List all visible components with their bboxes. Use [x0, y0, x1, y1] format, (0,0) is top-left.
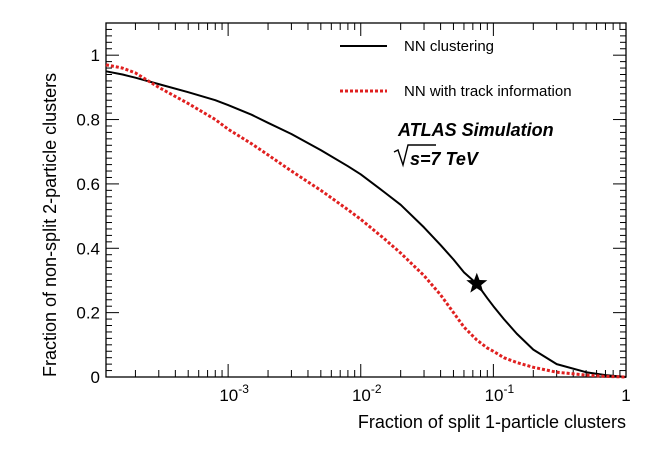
atlas-label: ATLAS Simulation: [397, 120, 554, 140]
y-tick-label: 0.6: [76, 175, 100, 194]
x-tick-label: 1: [621, 386, 630, 405]
energy-label: s=7 TeV: [393, 144, 480, 169]
y-tick-label: 0.2: [76, 304, 100, 323]
series-line-nn-track-info: [105, 63, 627, 379]
working-point-star-marker: [466, 272, 488, 293]
legend-label-nn-track: NN with track information: [404, 83, 572, 100]
y-tick-label: 0: [91, 368, 100, 387]
x-tick-label: 10-2: [352, 382, 382, 405]
sqrt-symbol: [393, 144, 436, 168]
y-tick-label: 0.8: [76, 111, 100, 130]
series-layer: [105, 63, 627, 379]
x-tick-label: 10-3: [219, 382, 249, 405]
y-tick-label: 0.4: [76, 239, 100, 258]
y-tick-label: 1: [91, 46, 100, 65]
series-line-nn-clustering: [105, 70, 627, 378]
plot-frame: [105, 22, 627, 378]
legend-label-nn-clustering: NN clustering: [404, 38, 494, 55]
marker-layer: [466, 272, 488, 293]
energy-text: s=7 TeV: [410, 149, 480, 169]
x-tick-label: 10-1: [485, 382, 515, 405]
y-axis-title: Fraction of non-split 2-particle cluster…: [40, 73, 60, 377]
legend: NN clustering NN with track information: [340, 38, 572, 100]
x-axis-title: Fraction of split 1-particle clusters: [358, 412, 626, 432]
